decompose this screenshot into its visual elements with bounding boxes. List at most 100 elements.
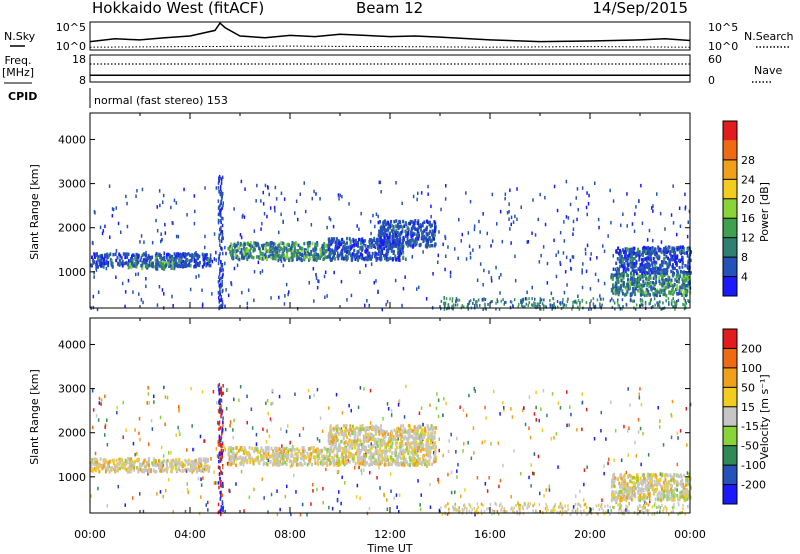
echo-cell xyxy=(347,450,350,454)
echo-cell xyxy=(394,254,397,258)
echo-cell xyxy=(688,256,691,260)
echo-cell xyxy=(455,299,457,303)
echo-cell xyxy=(369,470,371,475)
echo-cell xyxy=(200,463,203,467)
echo-cell xyxy=(417,231,420,236)
echo-cell xyxy=(392,227,395,231)
echo-cell xyxy=(148,401,150,405)
echo-cell xyxy=(194,466,197,470)
echo-cell xyxy=(363,387,365,391)
echo-cell xyxy=(142,509,145,514)
echo-cell xyxy=(416,197,418,202)
echo-cell xyxy=(393,428,396,432)
echo-cell xyxy=(425,236,428,240)
echo-cell xyxy=(635,454,638,458)
echo-cell xyxy=(679,274,682,278)
echo-cell xyxy=(338,490,340,494)
echo-cell xyxy=(346,435,348,439)
echo-cell xyxy=(246,394,248,399)
echo-cell xyxy=(94,451,97,456)
echo-cell xyxy=(629,293,632,297)
echo-cell xyxy=(290,255,293,260)
echo-cell xyxy=(98,396,101,401)
echo-cell xyxy=(332,449,335,454)
echo-cell xyxy=(620,275,623,279)
echo-cell xyxy=(357,257,360,261)
echo-cell xyxy=(635,261,638,265)
echo-cell xyxy=(127,259,130,263)
echo-cell xyxy=(390,408,393,413)
echo-cell xyxy=(643,283,646,287)
echo-cell xyxy=(95,268,98,272)
echo-cell xyxy=(587,202,590,206)
echo-cell xyxy=(200,477,202,481)
echo-cell xyxy=(158,461,161,465)
echo-cell xyxy=(251,458,254,462)
echo-cell xyxy=(385,302,387,307)
echo-cell xyxy=(649,499,651,504)
echo-cell xyxy=(272,256,275,261)
echo-cell xyxy=(473,451,475,455)
echo-cell xyxy=(259,249,262,254)
echo-cell xyxy=(294,459,297,463)
echo-cell xyxy=(217,212,220,217)
echo-cell xyxy=(670,282,672,286)
echo-cell xyxy=(382,437,385,441)
echo-cell xyxy=(672,305,674,309)
echo-cell xyxy=(261,251,264,256)
echo-cell xyxy=(360,211,362,216)
echo-cell xyxy=(127,252,130,256)
echo-cell xyxy=(496,298,498,302)
echo-cell xyxy=(429,505,432,509)
echo-cell xyxy=(413,232,416,236)
echo-cell xyxy=(296,457,299,462)
echo-cell xyxy=(391,224,393,228)
echo-cell xyxy=(649,497,651,501)
echo-cell xyxy=(372,461,375,465)
echo-cell xyxy=(228,488,230,493)
echo-cell xyxy=(301,456,304,460)
echo-cell xyxy=(115,469,118,473)
echo-cell xyxy=(615,281,618,286)
echo-cell xyxy=(562,251,565,255)
echo-cell xyxy=(311,196,313,201)
echo-cell xyxy=(674,301,676,305)
echo-cell xyxy=(359,439,362,444)
echo-cell xyxy=(430,214,432,219)
echo-cell xyxy=(345,429,348,433)
echo-cell xyxy=(179,468,182,473)
echo-cell xyxy=(361,445,363,450)
echo-cell xyxy=(385,458,388,463)
echo-cell xyxy=(559,301,562,305)
echo-cell xyxy=(201,288,203,292)
echo-cell xyxy=(378,461,381,466)
echo-cell xyxy=(343,429,346,433)
echo-cell xyxy=(445,401,447,406)
echo-cell xyxy=(302,446,305,450)
echo-cell xyxy=(93,457,96,461)
echo-cell xyxy=(395,493,398,497)
echo-cell xyxy=(483,268,485,273)
echo-cell xyxy=(278,230,280,235)
echo-cell xyxy=(218,296,220,300)
echo-cell xyxy=(355,495,358,499)
echo-cell xyxy=(661,272,664,277)
echo-cell xyxy=(322,247,325,251)
echo-cell xyxy=(565,215,568,219)
power-panel-frame xyxy=(89,112,691,309)
echo-cell xyxy=(405,257,407,262)
echo-cell xyxy=(230,462,233,467)
echo-cell xyxy=(175,433,177,437)
echo-cell xyxy=(684,192,686,197)
echo-cell xyxy=(217,421,219,425)
echo-cell xyxy=(651,270,654,275)
echo-cell xyxy=(125,461,128,466)
echo-cell xyxy=(372,453,375,457)
echo-cell xyxy=(508,217,510,221)
echo-cell xyxy=(684,205,687,209)
echo-cell xyxy=(621,272,624,276)
echo-cell xyxy=(131,465,134,469)
echo-cell xyxy=(100,398,103,402)
echo-cell xyxy=(410,239,413,244)
echo-cell xyxy=(671,264,674,269)
